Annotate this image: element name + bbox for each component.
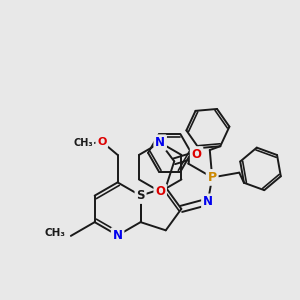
Text: N: N bbox=[203, 195, 213, 208]
Text: CH₃: CH₃ bbox=[73, 138, 93, 148]
Text: P: P bbox=[208, 171, 217, 184]
Text: N: N bbox=[155, 136, 165, 149]
Text: N: N bbox=[112, 229, 123, 242]
Text: S: S bbox=[136, 189, 145, 202]
Text: O: O bbox=[192, 148, 202, 161]
Text: O: O bbox=[97, 137, 106, 147]
Text: CH₃: CH₃ bbox=[45, 228, 66, 238]
Text: O: O bbox=[155, 185, 165, 198]
